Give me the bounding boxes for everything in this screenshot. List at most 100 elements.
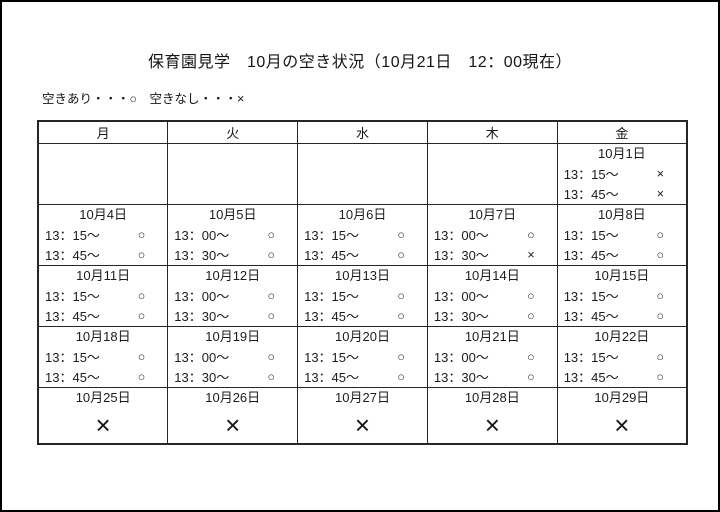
slot-availability-mark: ○ [267,247,276,262]
time-slot: 13：45～ × [558,184,686,204]
date-label: 10月1日 [597,146,646,161]
slot-time-label: 13：30～ [174,370,230,385]
date-label: 10月21日 [464,329,520,344]
slot-time-label: 13：00～ [174,228,230,243]
slot-availability-mark: ○ [397,247,405,262]
date-label: 10月4日 [79,207,127,222]
day-cell: 10月15日 13：15～ ○ 13：45～ ○ [556,265,688,327]
slot-availability-mark: ○ [137,369,146,384]
slot-time-label: 13：15～ [563,228,619,243]
week-row: 10月11日 13：15～ ○ 13：45～ ○ 10月12日 13：00～ ○ 13：30～ ○… [37,265,688,327]
date-label: 10月25日 [75,390,131,405]
time-slot: 13：30～ ○ [169,306,297,326]
slot-availability-mark: ○ [656,227,664,242]
slot-availability-mark: ○ [656,288,664,303]
date-label: 10月15日 [594,268,650,283]
slot-time-label: 13：15～ [304,228,360,243]
date-label: 10月22日 [594,329,650,344]
slot-availability-mark: ○ [267,349,276,364]
slot-availability-mark: ○ [267,369,276,384]
week-row: 10月4日 13：15～ ○ 13：45～ ○ 10月5日 13：00～ ○ 13：30～ ○ 10… [37,204,688,266]
page-title: 保育園見学 10月の空き状況（10月21日 12：00現在） [148,54,572,71]
day-cell: 10月11日 13：15～ ○ 13：45～ ○ [37,265,169,327]
slot-time-label: 13：45～ [45,370,100,385]
time-slot: 13：00～ ○ [428,347,556,367]
time-slot: 13：30～ ○ [169,245,297,265]
day-header-monday: 月 [37,120,169,144]
time-slot: 13：15～ ○ [558,225,686,245]
slot-availability-mark: ○ [137,227,146,242]
time-slot: 13：00～ ○ [428,286,556,306]
day-cell: 10月27日 × [297,387,428,445]
time-slot: 13：15～ ○ [39,347,167,367]
time-slot: 13：30～ ○ [169,367,297,387]
slot-time-label: 13：30～ [174,248,230,263]
day-cell: 10月22日 13：15～ ○ 13：45～ ○ [556,326,688,388]
time-slot: 13：45～ ○ [299,306,427,326]
slot-time-label: 13：45～ [304,309,360,324]
slot-availability-mark: ○ [527,369,535,384]
slot-availability-mark: ○ [656,349,664,364]
day-header-friday: 金 [556,120,688,144]
slot-time-label: 13：30～ [433,370,489,385]
slot-availability-mark: ○ [527,349,535,364]
date-label: 10月5日 [208,207,257,222]
date-label: 10月26日 [205,390,261,405]
day-cell: 10月8日 13：15～ ○ 13：45～ ○ [556,204,688,266]
slot-availability-mark: ○ [397,288,405,303]
date-label: 10月27日 [335,390,390,405]
time-slot: 13：15～ ○ [558,286,686,306]
slot-time-label: 13：15～ [304,289,360,304]
day-cell: 10月28日 × [426,387,558,445]
day-cell: 10月12日 13：00～ ○ 13：30～ ○ [167,265,299,327]
slot-availability-mark: ○ [656,247,664,262]
slot-time-label: 13：15～ [563,167,619,182]
time-slot: 13：30～ × [428,245,556,265]
date-label: 10月12日 [205,268,261,283]
day-cell: 10月25日 × [37,387,169,445]
slot-availability-mark: ○ [137,308,146,323]
slot-availability-mark: ○ [527,288,535,303]
slot-time-label: 13：15～ [45,350,100,365]
time-slot: 13：45～ ○ [299,245,427,265]
slot-time-label: 13：45～ [45,248,100,263]
week-row: 10月25日 × 10月26日 × 10月27日 × 10月28日 × 10月29日 × [37,387,688,445]
slot-time-label: 13：45～ [304,248,360,263]
empty-day-cell [167,143,299,205]
time-slot: 13：00～ ○ [169,225,297,245]
time-slot: 13：00～ ○ [428,225,556,245]
day-cell: 10月19日 13：00～ ○ 13：30～ ○ [167,326,299,388]
slot-time-label: 13：45～ [563,370,619,385]
date-label: 10月6日 [338,207,387,222]
time-slot: 13：15～ × [558,164,686,184]
empty-day-cell [426,143,558,205]
time-slot: 13：45～ ○ [558,367,686,387]
slot-availability-mark: × [656,186,664,201]
day-cell: 10月13日 13：15～ ○ 13：45～ ○ [297,265,428,327]
day-header-wednesday: 水 [297,120,428,144]
date-label: 10月20日 [335,329,390,344]
slot-time-label: 13：15～ [563,350,619,365]
date-label: 10月19日 [205,329,261,344]
slot-availability-mark: ○ [397,369,405,384]
slot-availability-mark: ○ [397,227,405,242]
table-header-row: 月 火 水 木 金 [37,120,688,144]
time-slot: 13：45～ ○ [39,245,167,265]
slot-availability-mark: ○ [137,247,146,262]
time-slot: 13：00～ ○ [169,347,297,367]
slot-availability-mark: × [527,247,535,262]
slot-availability-mark: ○ [527,308,535,323]
time-slot: 13：45～ ○ [39,306,167,326]
date-label: 10月14日 [464,268,520,283]
slot-availability-mark: ○ [137,288,146,303]
time-slot: 13：30～ ○ [428,367,556,387]
day-cell: 10月5日 13：00～ ○ 13：30～ ○ [167,204,299,266]
slot-availability-mark: ○ [656,308,664,323]
slot-time-label: 13：00～ [174,350,230,365]
day-cell: 10月4日 13：15～ ○ 13：45～ ○ [37,204,169,266]
time-slot: 13：15～ ○ [299,347,427,367]
time-slot: 13：45～ ○ [558,306,686,326]
slot-availability-mark: ○ [267,288,276,303]
closed-mark: × [225,410,241,440]
empty-day-cell [297,143,428,205]
